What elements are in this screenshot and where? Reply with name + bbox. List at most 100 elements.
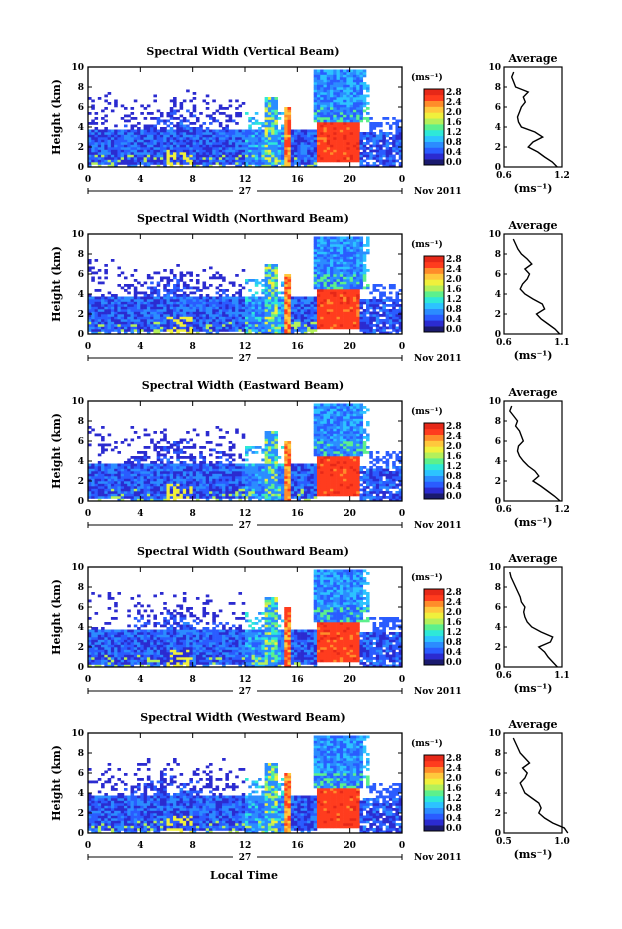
heatmap-cell (343, 321, 347, 325)
heatmap-cell (264, 284, 269, 287)
heatmap-cell (362, 82, 367, 85)
heatmap-cell (375, 329, 380, 332)
heatmap-cell (267, 299, 272, 302)
heatmap-cell (192, 149, 197, 153)
heatmap-cell (133, 463, 138, 467)
heatmap-cell (107, 147, 112, 150)
heatmap-cell (398, 127, 403, 130)
heatmap-cell (267, 326, 272, 330)
heatmap-cell (352, 264, 357, 267)
heatmap-cell (375, 316, 380, 320)
heatmap-cell (189, 147, 193, 150)
heatmap-cell (366, 324, 370, 327)
heatmap-cell (352, 251, 357, 255)
heatmap-cell (173, 329, 177, 332)
heatmap-cell (369, 154, 373, 158)
heatmap-cell (379, 284, 383, 287)
heatmap-cell (359, 107, 364, 110)
heatmap-cell (326, 92, 331, 95)
heatmap-cell (186, 129, 190, 133)
heatmap-cell (313, 304, 318, 307)
heatmap-cell (153, 461, 157, 464)
heatmap-cell (238, 324, 243, 327)
heatmap-cell (356, 249, 360, 252)
heatmap-cell (127, 478, 131, 482)
heatmap-cell (101, 466, 105, 469)
heatmap-cell (127, 296, 131, 300)
heatmap-cell (284, 107, 288, 110)
heatmap-cell (159, 149, 164, 153)
heatmap-cell (323, 102, 328, 105)
heatmap-cell (199, 159, 203, 163)
heatmap-cell (372, 162, 377, 165)
heatmap-cell (251, 147, 256, 150)
heatmap-cell (346, 286, 350, 290)
heatmap-cell (258, 299, 262, 302)
heatmap-cell (362, 301, 367, 305)
heatmap-cell (225, 476, 229, 479)
heatmap-cell (199, 314, 203, 317)
heatmap-cell (166, 296, 171, 300)
heatmap-cell (176, 311, 180, 315)
heatmap-cell (352, 301, 357, 305)
heatmap-cell (366, 119, 370, 123)
heatmap-cell (330, 92, 334, 95)
heatmap-cell (359, 259, 364, 262)
heatmap-cell (303, 331, 308, 335)
heatmap-cell (366, 142, 370, 145)
heatmap-cell (189, 321, 193, 325)
heatmap-cell (166, 321, 171, 325)
heatmap-cell (323, 157, 328, 160)
heatmap-cell (359, 304, 364, 307)
heatmap-cell (326, 319, 331, 322)
heatmap-cell (94, 493, 99, 497)
heatmap-cell (392, 164, 396, 168)
heatmap-cell (137, 154, 141, 158)
heatmap-cell (326, 127, 331, 130)
heatmap-cell (362, 311, 367, 315)
heatmap-cell (189, 478, 193, 482)
heatmap-cell (320, 74, 324, 78)
heatmap-cell (146, 124, 151, 128)
heatmap-cell (326, 99, 331, 103)
heatmap-cell (101, 159, 105, 163)
heatmap-cell (173, 124, 177, 128)
heatmap-cell (352, 281, 357, 285)
heatmap-cell (120, 132, 125, 135)
heatmap-cell (385, 142, 390, 145)
heatmap-cell (313, 281, 318, 285)
heatmap-cell (369, 132, 373, 135)
heatmap-cell (182, 281, 187, 285)
heatmap-cell (349, 264, 354, 267)
heatmap-cell (330, 144, 334, 148)
heatmap-cell (264, 309, 269, 312)
heatmap-cell (179, 316, 184, 320)
heatmap-cell (274, 152, 279, 155)
heatmap-cell (146, 149, 151, 153)
heatmap-cell (385, 139, 390, 143)
heatmap-cell (326, 276, 331, 280)
heatmap-cell (179, 314, 184, 317)
heatmap-cell (366, 236, 370, 240)
heatmap-cell (323, 236, 328, 240)
heatmap-cell (186, 496, 190, 499)
heatmap-cell (150, 134, 154, 138)
heatmap-cell (205, 329, 210, 332)
heatmap-cell (228, 134, 233, 138)
heatmap-cell (146, 104, 151, 108)
heatmap-cell (346, 294, 350, 297)
heatmap-cell (182, 451, 187, 454)
heatmap-cell (258, 127, 262, 130)
y-tick-label: 10 (71, 230, 84, 240)
heatmap-cell (316, 107, 321, 110)
heatmap-cell (215, 134, 220, 138)
heatmap-cell (212, 311, 216, 315)
heatmap-cell (120, 441, 125, 444)
heatmap-cell (169, 456, 174, 459)
heatmap-cell (320, 269, 324, 272)
heatmap-cell (88, 324, 92, 327)
heatmap-cell (114, 316, 118, 320)
heatmap-cell (333, 77, 337, 80)
heatmap-cell (297, 321, 301, 325)
heatmap-cell (176, 284, 180, 287)
